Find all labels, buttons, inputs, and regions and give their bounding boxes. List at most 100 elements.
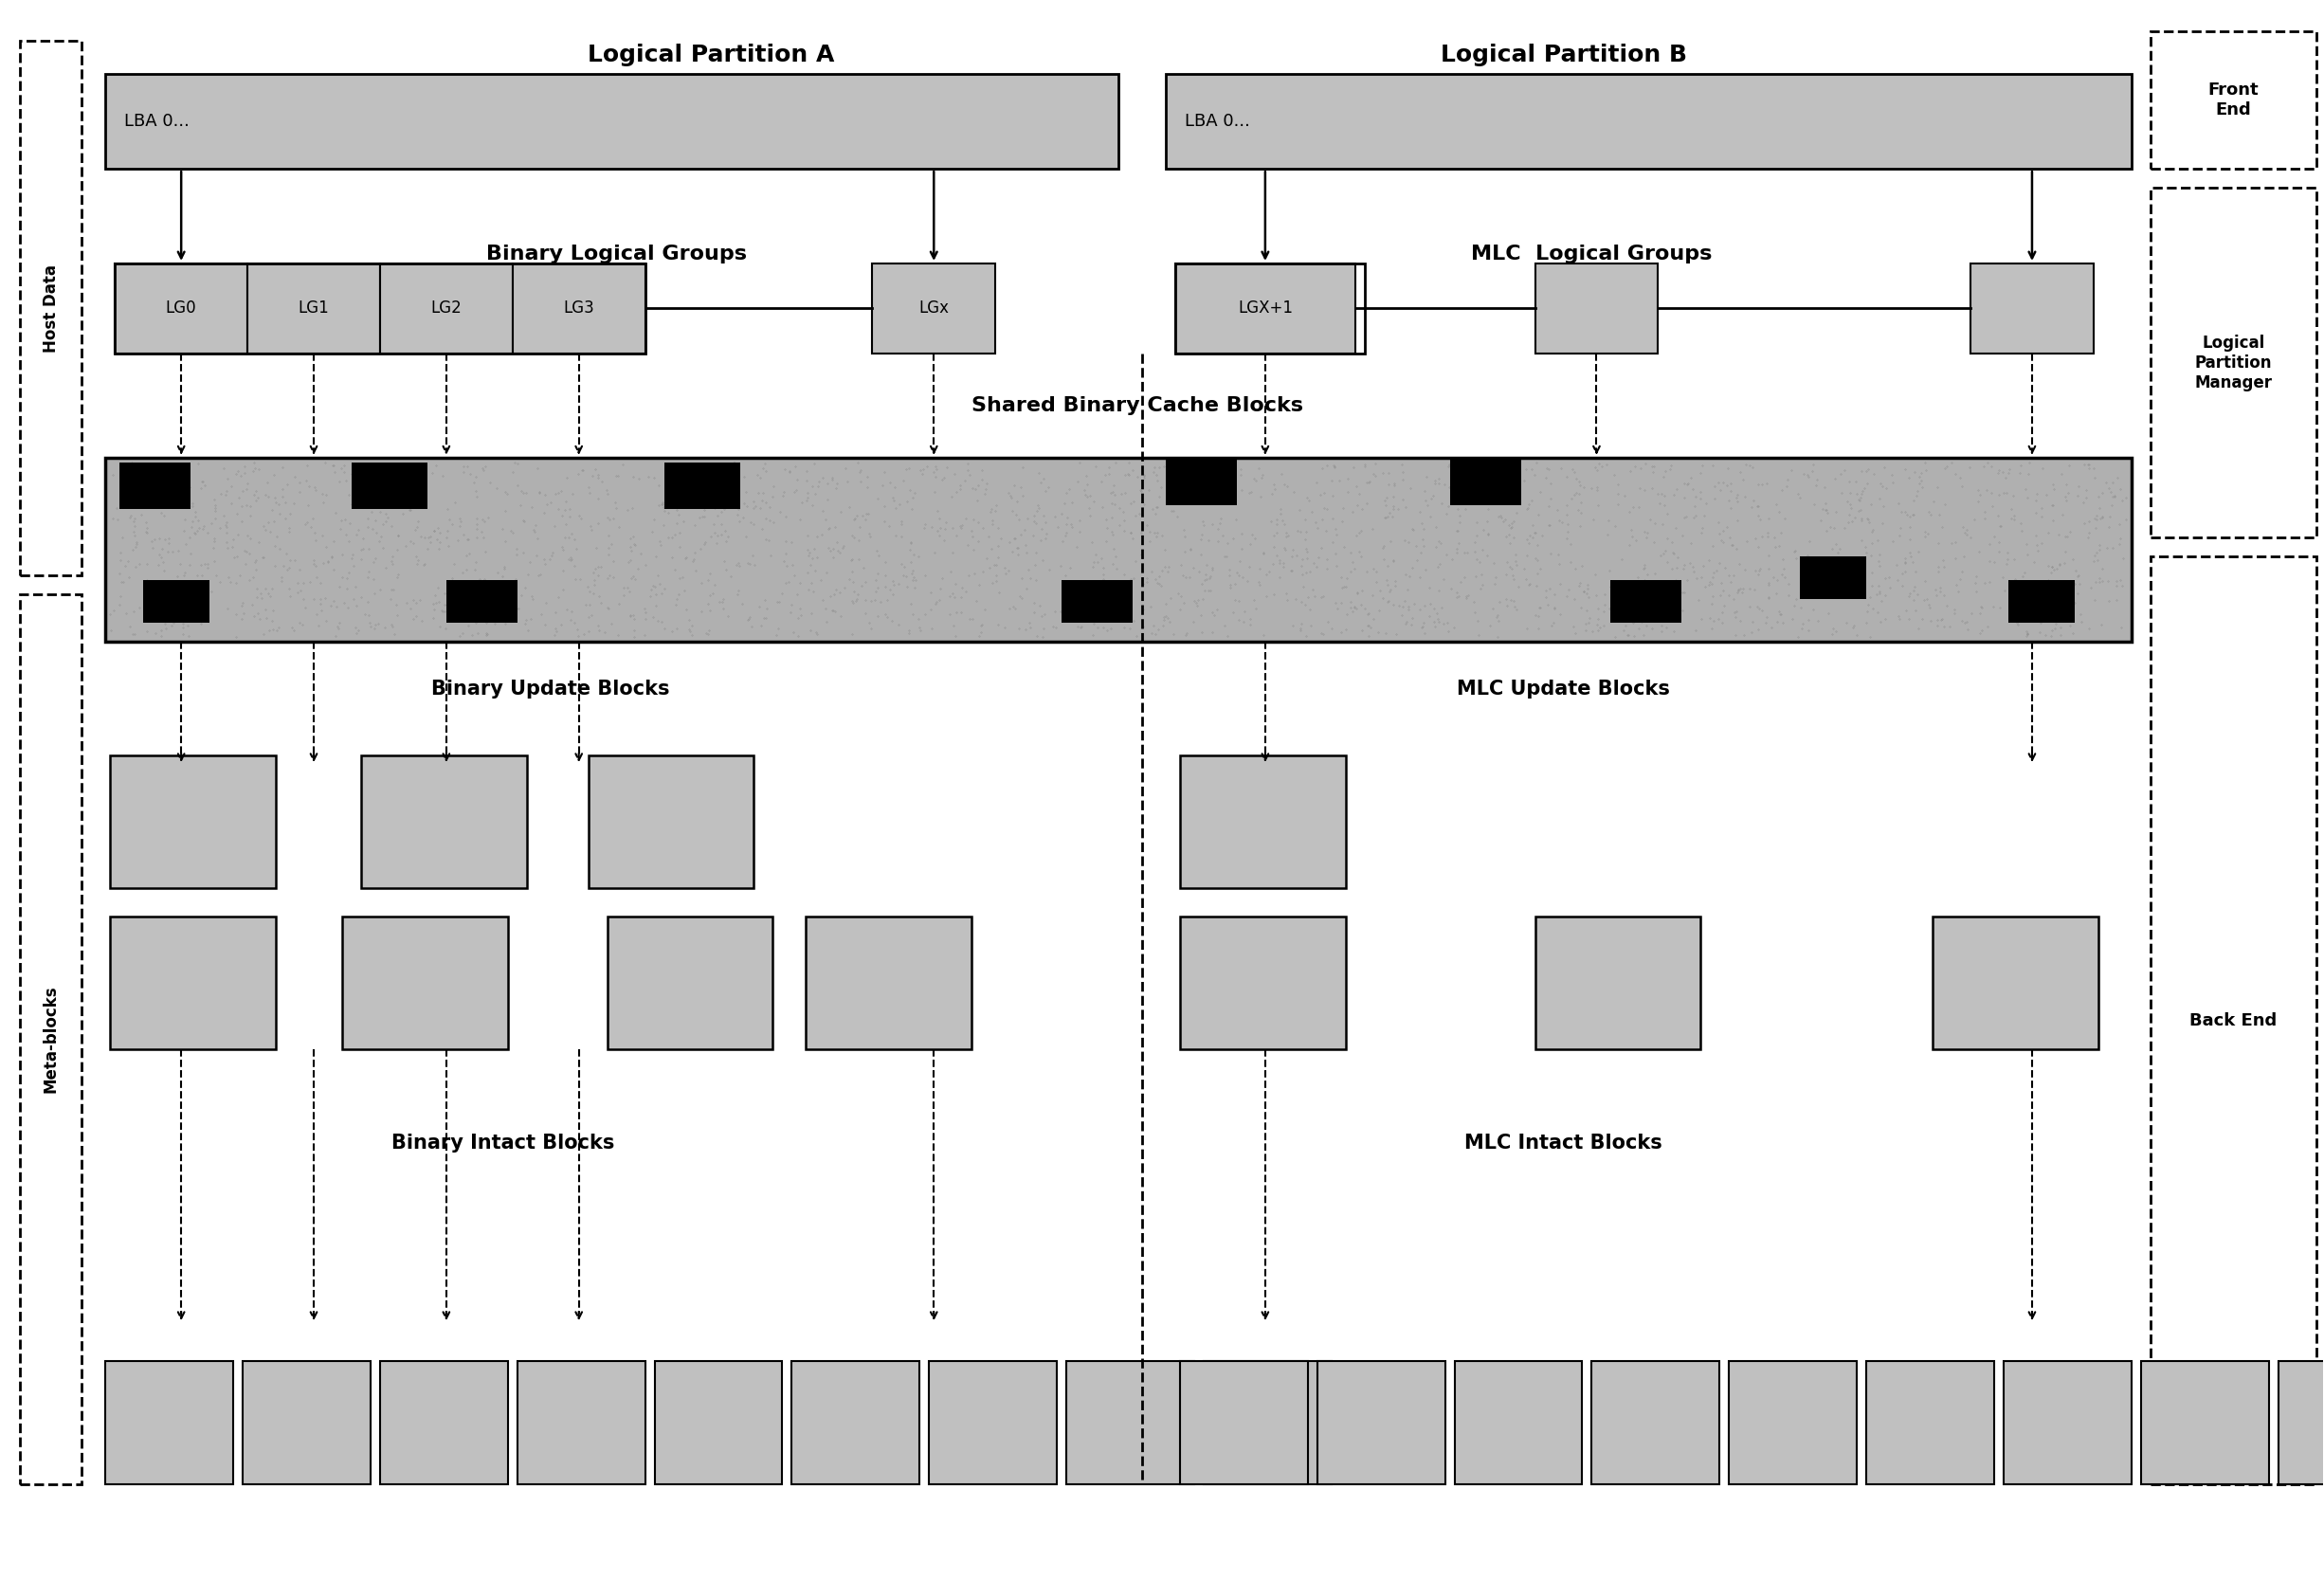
Point	[142, 458, 179, 483]
Point	[1260, 520, 1297, 545]
Point	[1892, 544, 1929, 569]
Point	[951, 562, 988, 588]
Point	[1831, 469, 1868, 495]
Point	[467, 453, 504, 479]
Point	[165, 581, 202, 607]
Point	[2029, 482, 2066, 507]
Point	[1181, 559, 1218, 585]
Point	[1136, 621, 1174, 646]
Point	[1053, 515, 1090, 540]
Point	[830, 495, 867, 520]
Point	[290, 474, 328, 499]
Point	[1827, 515, 1864, 540]
Point	[486, 611, 523, 637]
Point	[1329, 480, 1367, 506]
Point	[1322, 575, 1360, 600]
Point	[1992, 506, 2029, 531]
Point	[718, 581, 755, 607]
Point	[672, 616, 709, 641]
Point	[951, 461, 988, 487]
Point	[1666, 485, 1703, 510]
Point	[458, 550, 495, 575]
Point	[1713, 471, 1750, 496]
Bar	[1167, 457, 1236, 504]
Bar	[2003, 1360, 2131, 1484]
Point	[1178, 591, 1215, 616]
Point	[1353, 583, 1390, 608]
Point	[467, 621, 504, 646]
Point	[2092, 588, 2129, 613]
Point	[309, 548, 346, 574]
Point	[1199, 529, 1236, 555]
Point	[1469, 509, 1506, 534]
Point	[184, 517, 221, 542]
Point	[1629, 562, 1666, 588]
Point	[1220, 588, 1257, 613]
Point	[2059, 581, 2096, 607]
Point	[744, 457, 781, 482]
Point	[971, 556, 1009, 581]
Point	[349, 506, 386, 531]
Point	[286, 512, 323, 537]
Point	[528, 491, 565, 517]
Point	[246, 517, 284, 542]
Point	[1924, 514, 1961, 539]
Point	[653, 618, 690, 643]
Point	[1469, 521, 1506, 547]
Point	[1088, 618, 1125, 643]
Point	[1578, 607, 1615, 632]
Point	[2085, 569, 2122, 594]
Point	[158, 600, 195, 626]
Point	[1850, 471, 1887, 496]
Point	[469, 621, 507, 646]
Point	[2020, 608, 2057, 634]
Point	[297, 477, 335, 502]
Point	[781, 596, 818, 621]
Point	[876, 488, 913, 514]
Point	[755, 474, 792, 499]
Point	[205, 455, 242, 480]
Point	[693, 525, 730, 550]
Bar	[1729, 1360, 1857, 1484]
Point	[611, 534, 648, 559]
Point	[2059, 562, 2096, 588]
Point	[2078, 540, 2115, 566]
Point	[314, 529, 351, 555]
Point	[363, 476, 400, 501]
Point	[297, 528, 335, 553]
Point	[1369, 567, 1406, 592]
Point	[551, 544, 588, 569]
Point	[834, 523, 872, 548]
Point	[1420, 471, 1457, 496]
Point	[1078, 550, 1116, 575]
Point	[1678, 504, 1715, 529]
Point	[383, 501, 421, 526]
Point	[1778, 586, 1815, 611]
Point	[616, 618, 653, 643]
Point	[479, 589, 516, 615]
Point	[1913, 502, 1950, 528]
Point	[1585, 592, 1622, 618]
Point	[702, 499, 739, 525]
Point	[1357, 559, 1394, 585]
Point	[581, 618, 618, 643]
Point	[1371, 588, 1408, 613]
Point	[1225, 599, 1262, 624]
Point	[955, 525, 992, 550]
Point	[1859, 599, 1896, 624]
Point	[1387, 495, 1425, 520]
Point	[402, 608, 439, 634]
Point	[1462, 550, 1499, 575]
Point	[328, 566, 365, 591]
Point	[1843, 485, 1880, 510]
Point	[569, 618, 607, 643]
Point	[700, 523, 737, 548]
Point	[976, 498, 1013, 523]
Point	[2103, 488, 2140, 514]
Point	[2080, 496, 2117, 521]
Point	[1734, 619, 1771, 645]
Point	[1571, 585, 1608, 610]
Point	[249, 605, 286, 630]
Point	[156, 608, 193, 634]
Point	[734, 496, 772, 521]
